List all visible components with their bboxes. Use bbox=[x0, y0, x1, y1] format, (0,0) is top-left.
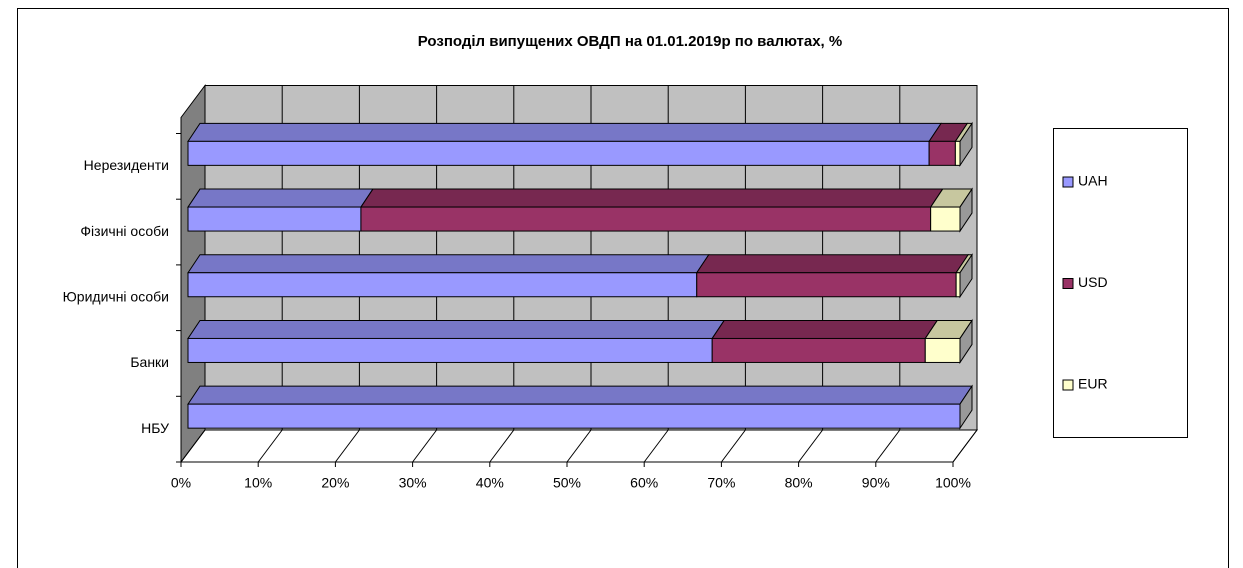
floor-grid-line bbox=[257, 429, 283, 463]
bar-side bbox=[959, 318, 973, 365]
bar-side bbox=[959, 384, 973, 430]
x-tick-label: 60% bbox=[630, 475, 658, 491]
y-tick-label: Нерезиденти bbox=[84, 157, 169, 173]
legend-label: UAH bbox=[1078, 173, 1108, 189]
bar-side bbox=[959, 253, 973, 299]
bar-side bbox=[959, 187, 973, 233]
bar-side bbox=[959, 121, 973, 168]
x-tick-label: 90% bbox=[862, 475, 890, 491]
legend-label: EUR bbox=[1078, 376, 1108, 392]
y-tick-label: НБУ bbox=[141, 420, 169, 436]
floor-grid-line bbox=[875, 429, 901, 463]
bar bbox=[711, 337, 926, 363]
legend-swatch bbox=[1062, 176, 1074, 188]
x-tick-label: 40% bbox=[476, 475, 504, 491]
bar bbox=[187, 337, 713, 363]
bar bbox=[955, 272, 961, 298]
y-tick-label: Фізичні особи bbox=[80, 223, 169, 239]
chart-frame bbox=[17, 8, 1229, 568]
bar-top bbox=[359, 188, 944, 208]
bar bbox=[187, 403, 961, 429]
legend-swatch bbox=[1062, 379, 1074, 391]
x-tick-label: 80% bbox=[785, 475, 813, 491]
x-tick-label: 100% bbox=[935, 475, 971, 491]
floor-grid-line bbox=[798, 429, 823, 463]
legend-label: USD bbox=[1078, 274, 1108, 290]
floor-grid-line bbox=[952, 429, 978, 463]
bar bbox=[360, 206, 932, 232]
bar bbox=[924, 337, 961, 363]
floor-grid-line bbox=[489, 429, 515, 463]
x-tick-label: 20% bbox=[321, 475, 349, 491]
bar bbox=[928, 140, 956, 166]
bar-top bbox=[187, 122, 943, 142]
bar bbox=[187, 206, 362, 232]
chart-title: Розподіл випущених ОВДП на 01.01.2019р п… bbox=[418, 33, 842, 50]
x-tick-label: 70% bbox=[707, 475, 735, 491]
bar-top bbox=[187, 319, 726, 339]
y-tick-label: Банки bbox=[130, 354, 169, 370]
bar bbox=[187, 272, 698, 298]
legend-swatch bbox=[1062, 278, 1074, 289]
bar-top bbox=[187, 188, 374, 208]
x-tick-label: 0% bbox=[171, 475, 191, 491]
y-tick-label: Юридичні особи bbox=[63, 288, 169, 304]
bar bbox=[187, 140, 930, 166]
floor-grid-line bbox=[643, 429, 669, 463]
bar-top bbox=[711, 319, 939, 339]
bar bbox=[930, 206, 961, 232]
floor-grid-line bbox=[721, 429, 746, 463]
floor-grid-line bbox=[180, 429, 206, 463]
x-tick-label: 50% bbox=[553, 475, 581, 491]
bar-top bbox=[187, 254, 710, 274]
floor-grid-line bbox=[334, 429, 360, 463]
legend bbox=[1053, 128, 1188, 438]
bar-top bbox=[187, 385, 973, 405]
floor-grid-line bbox=[412, 429, 438, 463]
bar-top bbox=[695, 254, 970, 274]
x-tick-label: 10% bbox=[244, 475, 272, 491]
floor-grid-line bbox=[566, 429, 592, 463]
bar bbox=[696, 272, 957, 298]
x-tick-label: 30% bbox=[399, 475, 427, 491]
bar bbox=[954, 140, 961, 166]
